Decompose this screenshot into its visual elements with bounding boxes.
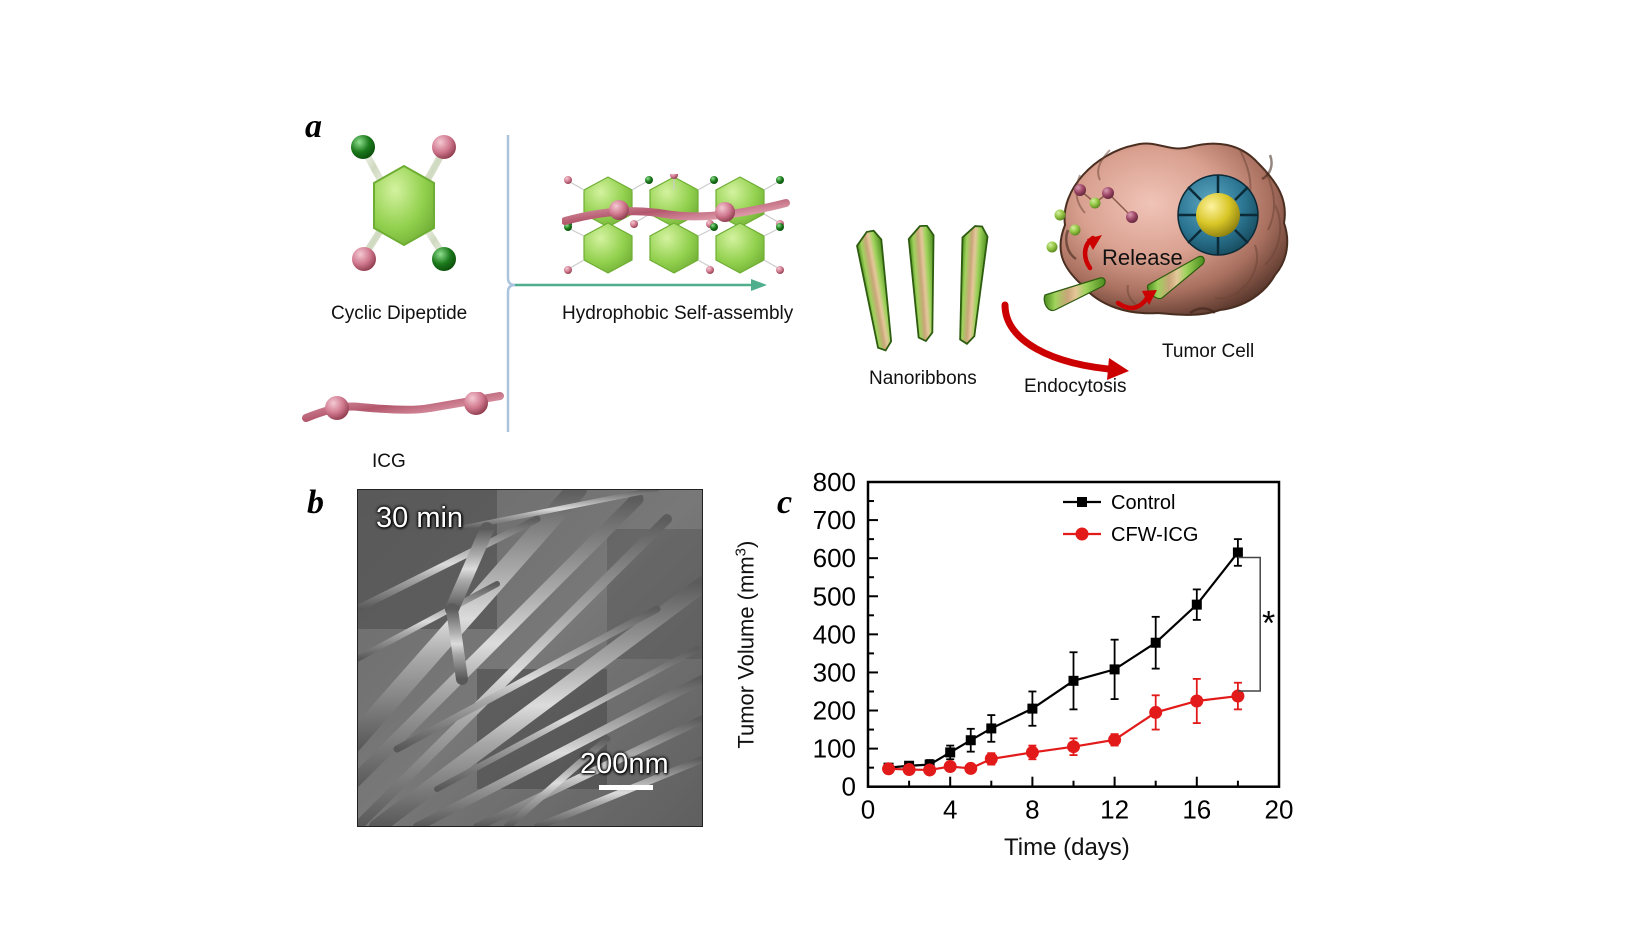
svg-text:100: 100 — [813, 734, 856, 764]
svg-text:20: 20 — [1265, 795, 1294, 825]
svg-text:*: * — [1262, 605, 1275, 643]
svg-text:300: 300 — [813, 658, 856, 688]
svg-text:800: 800 — [813, 467, 856, 497]
svg-text:400: 400 — [813, 620, 856, 650]
svg-text:4: 4 — [943, 795, 957, 825]
svg-text:600: 600 — [813, 544, 856, 574]
svg-text:12: 12 — [1101, 795, 1130, 825]
svg-text:0: 0 — [861, 795, 875, 825]
svg-text:500: 500 — [813, 582, 856, 612]
svg-text:200: 200 — [813, 696, 856, 726]
svg-text:Control: Control — [1111, 492, 1175, 514]
svg-text:0: 0 — [842, 772, 856, 802]
svg-text:CFW-ICG: CFW-ICG — [1111, 524, 1198, 546]
svg-text:700: 700 — [813, 505, 856, 535]
svg-text:Release: Release — [1102, 245, 1183, 270]
svg-text:16: 16 — [1183, 795, 1212, 825]
svg-text:8: 8 — [1026, 795, 1040, 825]
